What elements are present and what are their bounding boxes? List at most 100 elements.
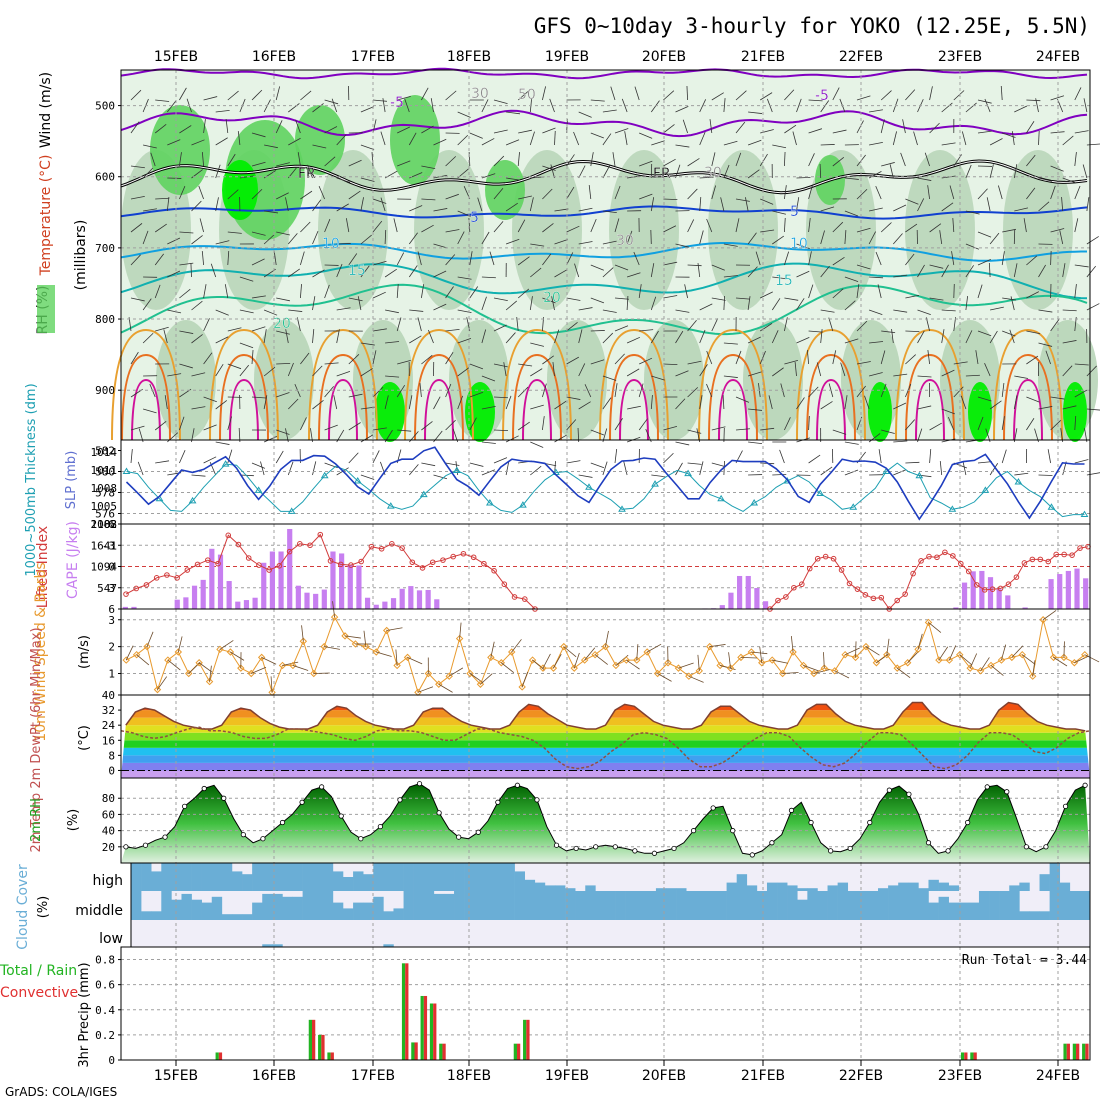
wind-barb: [627, 405, 641, 410]
label-precip-conv: Convective: [0, 985, 78, 1001]
wind-barb: [566, 297, 581, 301]
rh-point: [906, 791, 912, 797]
wind-barb: [1038, 201, 1050, 212]
wind-barb: [549, 98, 555, 113]
wind-barb: [227, 153, 236, 167]
wind-speed-point: [466, 669, 474, 678]
rh-point: [1043, 844, 1049, 850]
thickness-point: [981, 486, 990, 493]
wind-barb: [602, 210, 617, 213]
wind-barb: [639, 160, 653, 167]
wind-barb: [748, 441, 763, 445]
wind-barb: [961, 131, 967, 146]
wind-barb: [227, 90, 239, 101]
thickness-ytick-label: 582: [95, 445, 115, 458]
wind-barb: [198, 662, 213, 673]
cloud-bar-high: [262, 863, 273, 891]
wind-barb: [191, 372, 206, 377]
wind-barb: [428, 329, 434, 344]
wind-barb: [348, 190, 361, 200]
wind-barb: [1062, 135, 1074, 146]
lifted-index-point: [378, 545, 385, 552]
lifted-index-point: [470, 554, 477, 561]
thickness-point: [1080, 510, 1089, 518]
cloud-bar-high: [726, 882, 737, 891]
wind-barb: [179, 363, 193, 369]
wind-barb: [905, 294, 920, 299]
wind-barb: [760, 427, 775, 431]
wind-barb: [808, 386, 819, 398]
wind-barb: [1050, 228, 1065, 233]
precip-ytick-label: 0: [108, 1054, 115, 1067]
label-wind10: 10m Wind Speed & Barbs: [33, 562, 49, 741]
lifted-index-point: [918, 558, 924, 564]
rh-point: [867, 819, 873, 826]
wind-barb: [1050, 396, 1065, 400]
wind-barb: [566, 356, 579, 365]
surface-temp-contour: [905, 353, 955, 441]
wind-barb: [505, 435, 519, 443]
wind-barb: [360, 342, 375, 346]
lifted-index-point: [958, 560, 964, 567]
wind-barb: [808, 284, 814, 299]
lifted-index-point: [1029, 556, 1036, 563]
cloud-bar-middle: [1029, 911, 1040, 920]
wind-barb: [578, 329, 583, 344]
wind-barb: [965, 296, 969, 311]
wind-barb: [469, 286, 479, 299]
cloud-bar-middle: [1019, 911, 1030, 920]
wind-barb: [772, 144, 787, 149]
lifted-index-point: [256, 562, 262, 568]
wind-barb: [457, 367, 470, 377]
wind-barb: [929, 449, 932, 464]
wind-barb: [397, 359, 411, 365]
cape-bar: [191, 585, 198, 609]
wind-barb: [735, 297, 750, 300]
precip-total-bar: [401, 963, 406, 1060]
wind-barb: [380, 131, 386, 146]
wind-barb: [227, 189, 239, 200]
wind-speed-point: [893, 664, 901, 672]
wind-barb: [408, 464, 419, 476]
wind-barb: [639, 329, 654, 332]
wind-barb: [336, 263, 343, 278]
cloud-bar-high: [373, 863, 384, 891]
wind-speed-point: [289, 661, 297, 670]
wind-barb: [917, 375, 932, 378]
cloud-bar-middle: [1079, 891, 1091, 920]
temp-bands: [121, 702, 1090, 778]
rh-point: [828, 848, 834, 854]
wind-barb: [578, 474, 593, 478]
wind-barb: [297, 152, 301, 167]
cloud-bar-high: [252, 863, 263, 891]
wind-barb: [808, 153, 815, 167]
cape-tick-label: 1094: [91, 561, 118, 574]
wind-speed-point: [956, 650, 964, 659]
wind-barb: [941, 142, 956, 146]
wind-barb: [808, 128, 823, 134]
wind-speed-point: [278, 661, 287, 670]
wind-barb: [276, 429, 290, 435]
wind-barb: [590, 152, 594, 167]
wind-barb: [219, 640, 234, 650]
wind-speed-point: [1008, 653, 1016, 662]
wind-barb: [493, 324, 507, 332]
wind-barb: [803, 665, 819, 672]
wind-barb: [1074, 363, 1089, 366]
wind-barb: [433, 474, 448, 480]
wind-speed-point: [341, 632, 349, 640]
wind-barb: [1086, 472, 1100, 476]
lifted-index-point: [846, 580, 853, 587]
wind-barb: [372, 99, 387, 102]
wind-barb: [745, 197, 749, 212]
wind-barb: [602, 240, 617, 245]
wind-barb: [808, 185, 813, 200]
wind-barb: [612, 152, 616, 167]
wind-speed-point: [549, 664, 558, 672]
wind-barb: [396, 384, 406, 398]
wind-speed-point: [257, 653, 266, 662]
cape-bar: [408, 586, 414, 609]
wind-barb: [137, 461, 144, 476]
wind-barb: [530, 243, 545, 247]
wind-barb: [430, 98, 434, 113]
